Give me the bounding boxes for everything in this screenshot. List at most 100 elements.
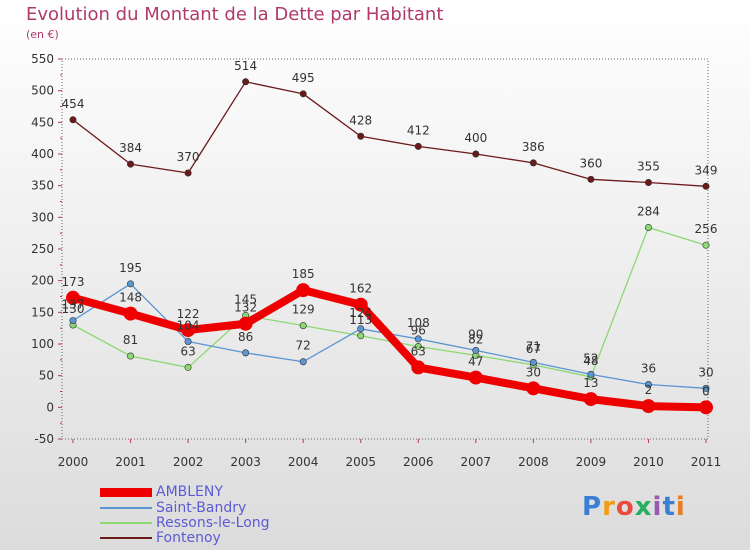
data-label: 454	[62, 97, 85, 111]
data-point	[299, 322, 307, 330]
x-tick-label: 2004	[288, 455, 319, 469]
data-label: 384	[119, 141, 142, 155]
data-label: 132	[234, 301, 257, 315]
data-point	[69, 317, 77, 325]
legend-label: Fontenoy	[156, 530, 221, 546]
legend-item-ressons-le-long: Ressons-le-Long	[100, 515, 360, 531]
y-tick-label: 150	[31, 305, 54, 319]
data-point	[127, 352, 135, 360]
data-point	[69, 116, 77, 124]
data-label: 96	[411, 324, 426, 338]
data-point	[529, 358, 537, 366]
x-tick-label: 2001	[115, 455, 146, 469]
data-label: 284	[637, 204, 660, 218]
data-point	[184, 363, 192, 371]
data-point	[702, 241, 710, 249]
data-label: 386	[522, 140, 545, 154]
data-point	[468, 370, 483, 385]
data-point	[472, 150, 480, 158]
series-line	[72, 226, 707, 378]
data-point	[242, 349, 250, 357]
data-label: 71	[526, 339, 541, 353]
data-point	[127, 280, 135, 288]
chart-subtitle: (en €)	[26, 28, 59, 41]
y-tick-label: 400	[31, 147, 54, 161]
data-label: 36	[641, 362, 656, 376]
data-label: 148	[119, 291, 142, 305]
data-label: 137	[62, 298, 85, 312]
y-tick-label: 350	[31, 179, 54, 193]
data-label: 412	[407, 123, 430, 137]
data-label: 48	[583, 354, 598, 368]
data-point	[242, 78, 250, 86]
data-point	[587, 370, 595, 378]
data-label: 30	[526, 365, 541, 379]
y-tick-label: 550	[31, 52, 54, 66]
data-label: 355	[637, 160, 660, 174]
legend-item-saint-bandry: Saint-Bandry	[100, 500, 360, 516]
data-label: 349	[695, 163, 718, 177]
data-point	[702, 182, 710, 190]
data-point	[702, 384, 710, 392]
data-point	[472, 346, 480, 354]
data-point	[583, 392, 598, 407]
data-label: 30	[698, 365, 713, 379]
x-tick-label: 2003	[230, 455, 261, 469]
data-label: 360	[579, 156, 602, 170]
data-point	[357, 325, 365, 333]
data-label: 90	[468, 327, 483, 341]
y-tick-label: 300	[31, 210, 54, 224]
legend-label: Ressons-le-Long	[156, 515, 270, 531]
x-tick-label: 2007	[461, 455, 492, 469]
data-point	[238, 316, 253, 331]
data-point	[181, 323, 196, 338]
x-tick-label: 2000	[58, 455, 89, 469]
data-label: 82	[468, 332, 483, 346]
data-point	[299, 90, 307, 98]
data-label: 47	[468, 355, 483, 369]
data-point	[414, 343, 422, 351]
chart-title: Evolution du Montant de la Dette par Hab…	[26, 4, 444, 25]
y-tick-label: 0	[46, 400, 54, 414]
data-label: 129	[292, 303, 315, 317]
data-point	[644, 381, 652, 389]
plot-frame	[61, 58, 709, 440]
legend-swatch	[100, 522, 152, 524]
data-point	[184, 337, 192, 345]
data-label: 130	[62, 302, 85, 316]
data-label: 185	[292, 267, 315, 281]
data-label: 122	[177, 307, 200, 321]
x-tick-label: 2002	[173, 455, 204, 469]
data-point	[66, 290, 80, 305]
x-tick-label: 2011	[691, 455, 722, 469]
data-point	[123, 306, 138, 321]
data-label: 400	[464, 131, 487, 145]
data-point	[296, 283, 311, 298]
data-label: 195	[119, 261, 142, 275]
data-label: 428	[349, 113, 372, 127]
data-point	[526, 381, 541, 396]
data-point	[699, 400, 713, 415]
data-label: 370	[177, 150, 200, 164]
data-label: 67	[526, 342, 541, 356]
logo-letter: o	[615, 492, 635, 522]
data-point	[644, 223, 652, 231]
data-point	[414, 142, 422, 150]
data-point	[414, 335, 422, 343]
data-point	[357, 332, 365, 340]
data-label: 2	[645, 383, 653, 397]
logo-letter: P	[582, 492, 603, 522]
legend-label: AMBLENY	[156, 484, 223, 500]
data-label: 173	[62, 275, 85, 289]
logo-letter: t	[662, 492, 676, 522]
data-label: 495	[292, 71, 315, 85]
x-tick-label: 2008	[518, 455, 549, 469]
logo-letter: i	[652, 492, 663, 522]
x-tick-label: 2010	[633, 455, 664, 469]
legend-label: Saint-Bandry	[156, 500, 247, 516]
data-label: 81	[123, 333, 138, 347]
data-label: 162	[349, 282, 372, 296]
data-label: 145	[234, 293, 257, 307]
